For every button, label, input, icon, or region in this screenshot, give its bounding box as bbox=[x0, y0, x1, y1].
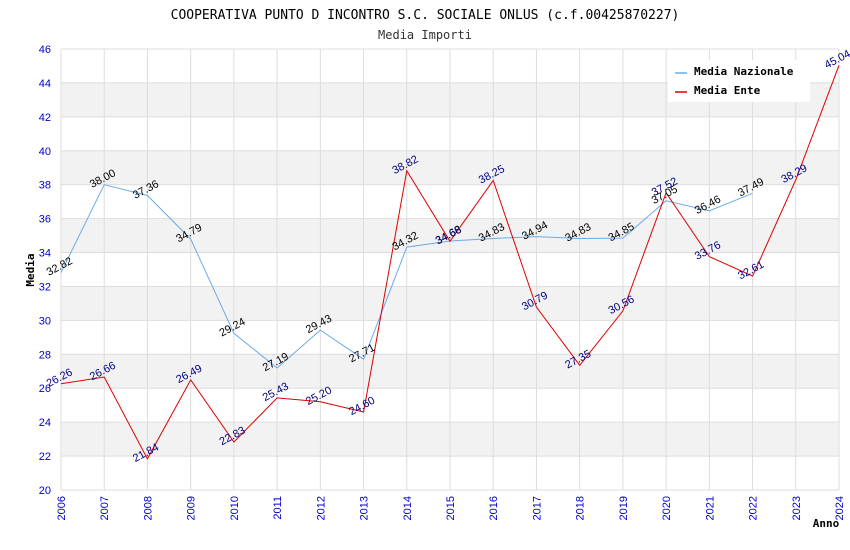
chart-subtitle: Media Importi bbox=[378, 28, 472, 42]
x-axis-ticks: 2006 2007 2008 2009 2010 2011 2012 2013 2014 2015… bbox=[56, 496, 846, 520]
chart-title: COOPERATIVA PUNTO D INCONTRO S.C. SOCIAL… bbox=[171, 8, 680, 23]
legend-label-media-nazionale: Media Nazionale bbox=[694, 65, 794, 78]
data-label-media-ente: 45.04 bbox=[823, 48, 850, 72]
x-tick-label: 2006 bbox=[56, 496, 68, 520]
x-axis-label: Anno bbox=[813, 517, 840, 530]
x-tick-label: 2013 bbox=[359, 496, 371, 520]
series-lines bbox=[60, 65, 840, 460]
x-tick-label: 2007 bbox=[99, 496, 111, 520]
x-tick-label: 2021 bbox=[704, 496, 716, 520]
x-tick-label: 2019 bbox=[618, 496, 630, 520]
y-tick-label: 46 bbox=[39, 44, 51, 56]
grid-lines bbox=[60, 48, 840, 491]
x-tick-label: 2008 bbox=[142, 496, 154, 520]
y-axis-label: Media bbox=[24, 253, 37, 286]
x-tick-label: 2020 bbox=[661, 496, 673, 520]
series-line-media-nazionale bbox=[60, 184, 753, 369]
y-tick-label: 24 bbox=[39, 417, 51, 429]
y-tick-label: 38 bbox=[39, 180, 51, 192]
y-tick-label: 42 bbox=[39, 112, 51, 124]
y-tick-label: 20 bbox=[39, 485, 51, 497]
data-label-media-ente: 32.61 bbox=[736, 259, 766, 283]
data-label-media-nazionale: 36.46 bbox=[693, 193, 723, 217]
x-tick-label: 2014 bbox=[402, 496, 414, 520]
x-tick-label: 2018 bbox=[575, 496, 587, 520]
y-tick-label: 22 bbox=[39, 451, 51, 463]
x-tick-label: 2012 bbox=[315, 496, 327, 520]
legend-box bbox=[668, 60, 810, 102]
x-tick-label: 2011 bbox=[272, 496, 284, 520]
y-tick-label: 44 bbox=[39, 78, 51, 90]
legend: Media Nazionale Media Ente bbox=[668, 60, 810, 102]
x-tick-label: 2016 bbox=[488, 496, 500, 520]
x-tick-label: 2015 bbox=[445, 496, 457, 520]
y-tick-label: 36 bbox=[39, 214, 51, 226]
x-tick-label: 2017 bbox=[531, 496, 543, 520]
y-tick-label: 40 bbox=[39, 146, 51, 158]
legend-label-media-ente: Media Ente bbox=[694, 84, 761, 97]
series-line-media-ente bbox=[60, 65, 840, 460]
y-tick-label: 34 bbox=[39, 248, 51, 260]
y-tick-label: 30 bbox=[39, 315, 51, 327]
y-axis-ticks: 20 22 24 26 28 30 32 34 36 38 40 42 44 46 bbox=[39, 44, 51, 497]
x-tick-label: 2009 bbox=[186, 496, 198, 520]
y-tick-label: 28 bbox=[39, 349, 51, 361]
x-tick-label: 2024 bbox=[834, 496, 846, 520]
x-tick-label: 2023 bbox=[791, 496, 803, 520]
data-label-media-ente: 24.60 bbox=[347, 395, 377, 419]
y-tick-label: 32 bbox=[39, 281, 51, 293]
x-tick-label: 2022 bbox=[748, 496, 760, 520]
y-tick-label: 26 bbox=[39, 383, 51, 395]
x-tick-label: 2010 bbox=[229, 496, 241, 520]
